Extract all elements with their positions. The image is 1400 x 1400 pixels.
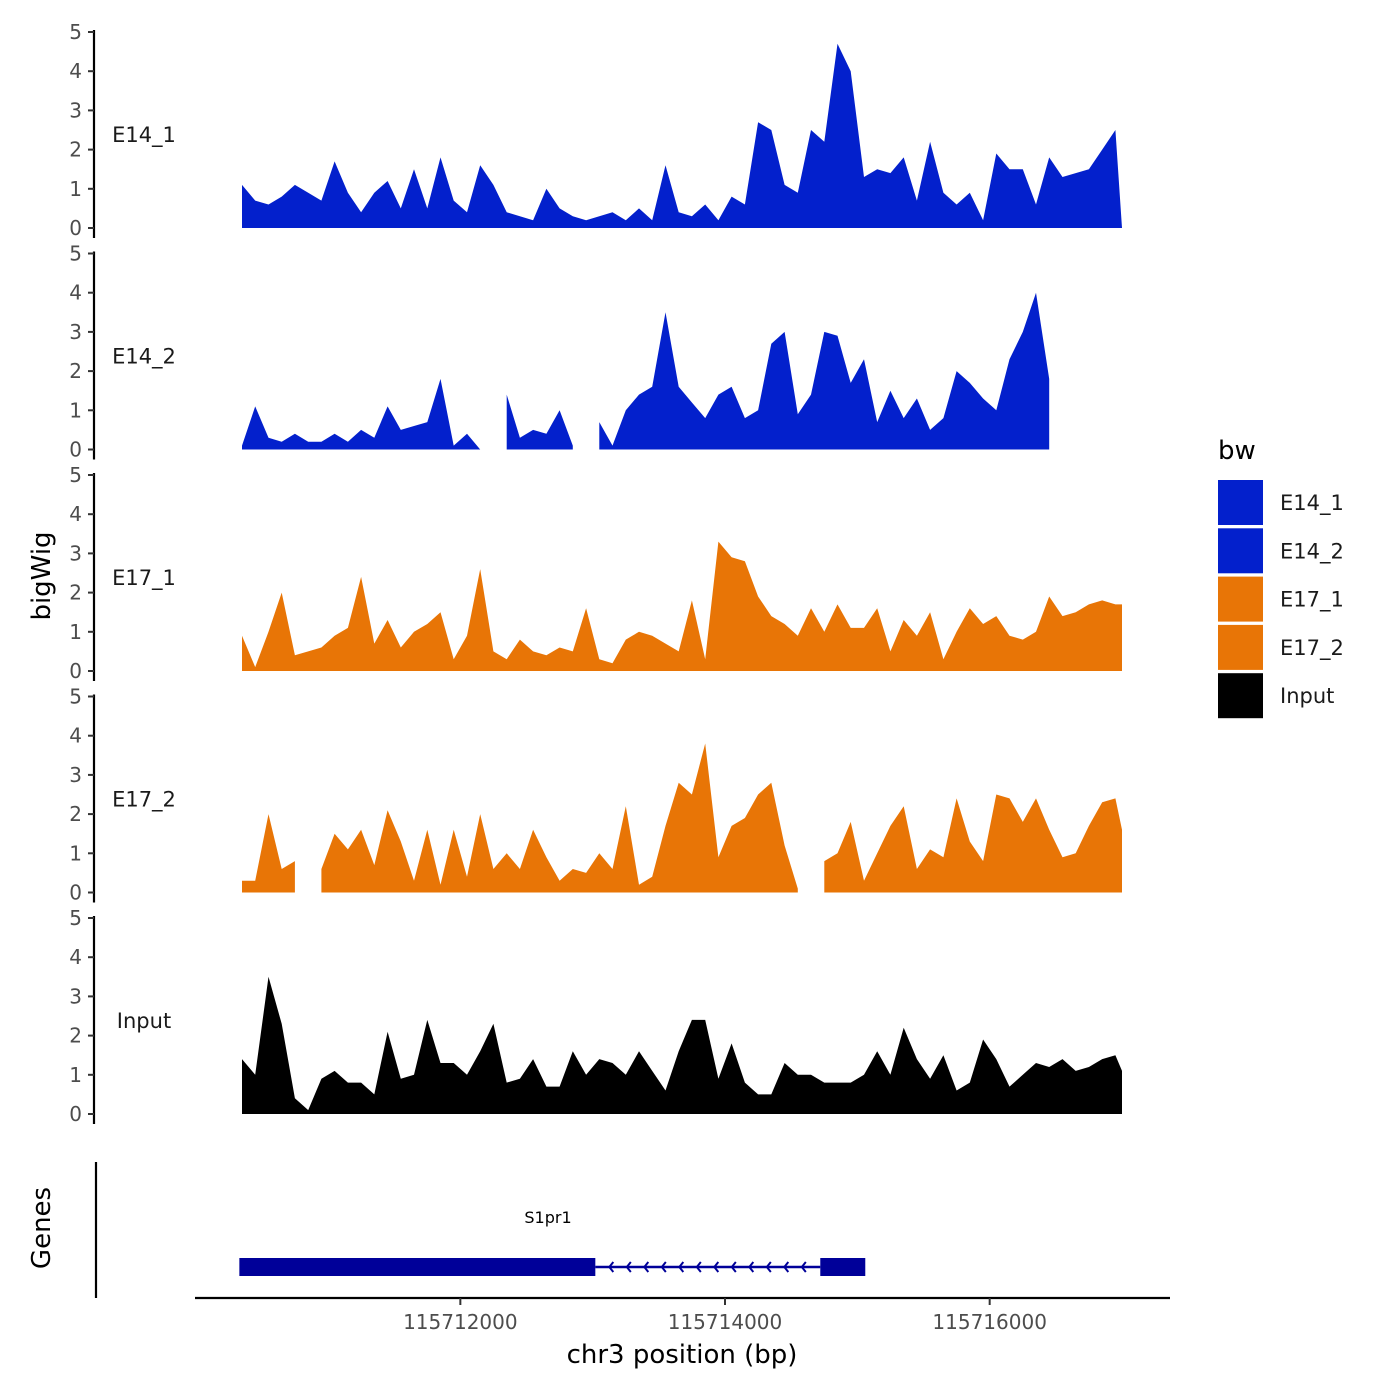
track-e14-1: 0 1 2 3 4 5 E14_1 xyxy=(69,20,1122,240)
x-axis: 115712000 115714000 115716000 xyxy=(195,1296,1170,1334)
y-axis-title: bigWig xyxy=(27,531,57,620)
legend-key-e14-2 xyxy=(1218,528,1263,574)
y-tick-label: 2 xyxy=(69,1024,82,1048)
y-tick-label: 0 xyxy=(69,1102,82,1126)
y-tick-label: 3 xyxy=(69,541,82,565)
gene-exon xyxy=(820,1258,866,1276)
coverage-area-e17-1 xyxy=(242,541,1122,671)
strand-arrow xyxy=(730,1261,737,1273)
track-e17-2: 0 1 2 3 4 5 E17_2 xyxy=(69,685,1122,905)
gene-exon xyxy=(239,1258,596,1276)
coverage-area-input xyxy=(242,976,1122,1114)
coverage-area-e14-2 xyxy=(242,378,481,450)
y-tick-label: 0 xyxy=(69,438,82,462)
strand-arrow xyxy=(783,1261,790,1273)
strand-arrow xyxy=(625,1261,632,1273)
y-tick-label: 4 xyxy=(69,945,82,969)
strand-arrow xyxy=(660,1261,667,1273)
track-label: E17_2 xyxy=(112,788,176,813)
strand-arrow xyxy=(643,1261,650,1273)
x-tick-label: 115712000 xyxy=(403,1310,518,1334)
legend-title: bw xyxy=(1218,436,1256,466)
legend-key-e14-1 xyxy=(1218,480,1263,525)
legend-label: E14_1 xyxy=(1280,491,1344,516)
strand-arrow xyxy=(608,1261,615,1273)
strand-arrow xyxy=(800,1261,807,1273)
y-tick-label: 2 xyxy=(69,581,82,605)
legend-label: E17_1 xyxy=(1280,588,1344,613)
y-tick-label: 2 xyxy=(69,802,82,826)
y-tick-label: 5 xyxy=(69,463,82,487)
track-input: 0 1 2 3 4 5 Input xyxy=(69,906,1122,1126)
y-tick-label: 1 xyxy=(69,841,82,865)
legend-key-e17-2 xyxy=(1218,624,1263,670)
x-tick-label: 115716000 xyxy=(932,1310,1047,1334)
y-tick-label: 4 xyxy=(69,59,82,83)
coverage-area-e14-1 xyxy=(242,43,1122,228)
track-label: Input xyxy=(117,1009,171,1033)
track-label: E14_2 xyxy=(112,345,176,370)
y-tick-label: 2 xyxy=(69,138,82,162)
y-tick-label: 0 xyxy=(69,659,82,683)
y-tick-label: 5 xyxy=(69,242,82,266)
y-tick-label: 4 xyxy=(69,502,82,526)
y-tick-label: 1 xyxy=(69,1063,82,1087)
y-tick-label: 4 xyxy=(69,724,82,748)
legend-key-input xyxy=(1218,673,1263,719)
y-tick-label: 0 xyxy=(69,216,82,240)
y-tick-label: 1 xyxy=(69,398,82,422)
strand-arrow xyxy=(713,1261,720,1273)
y-tick-label: 1 xyxy=(69,620,82,644)
coverage-area-e14-2 xyxy=(506,394,573,450)
legend-label: Input xyxy=(1280,684,1334,708)
y-tick-label: 3 xyxy=(69,320,82,344)
coverage-tracks: 0 1 2 3 4 5 E14_1 0 1 2 3 4 5 E14_2 0 1 2 3 4 5 E17_1 0 1 2 3 4 5 E… xyxy=(69,20,1122,1126)
track-label: E14_1 xyxy=(112,123,176,148)
strand-arrow xyxy=(678,1261,685,1273)
y-tick-label: 1 xyxy=(69,177,82,201)
gene-label: S1pr1 xyxy=(524,1208,571,1227)
x-tick-label: 115714000 xyxy=(668,1310,783,1334)
gene-track-title: Genes xyxy=(27,1187,57,1269)
y-tick-label: 0 xyxy=(69,881,82,905)
y-tick-label: 3 xyxy=(69,763,82,787)
gene-track: Genes S1pr1 xyxy=(27,1162,866,1298)
x-axis-title: chr3 position (bp) xyxy=(567,1340,798,1370)
track-e17-1: 0 1 2 3 4 5 E17_1 xyxy=(69,463,1122,683)
strand-arrow xyxy=(765,1261,772,1273)
y-tick-label: 3 xyxy=(69,98,82,122)
y-tick-label: 5 xyxy=(69,906,82,930)
strand-arrow xyxy=(748,1261,755,1273)
gene-s1pr1: S1pr1 xyxy=(239,1208,866,1276)
legend-label: E17_2 xyxy=(1280,636,1344,661)
coverage-area-e14-2 xyxy=(599,292,1050,450)
track-label: E17_1 xyxy=(112,566,176,591)
coverage-area-e17-2 xyxy=(824,794,1122,893)
y-tick-label: 5 xyxy=(69,20,82,44)
y-tick-label: 2 xyxy=(69,359,82,383)
y-tick-label: 5 xyxy=(69,685,82,709)
legend-label: E14_2 xyxy=(1280,539,1344,564)
y-tick-label: 4 xyxy=(69,281,82,305)
track-e14-2: 0 1 2 3 4 5 E14_2 xyxy=(69,242,1050,462)
legend: bw E14_1 E14_2 E17_1 E17_2 Input xyxy=(1218,436,1344,719)
strand-arrow xyxy=(695,1261,702,1273)
coverage-area-e17-2 xyxy=(321,743,798,893)
legend-key-e17-1 xyxy=(1218,576,1263,622)
y-tick-label: 3 xyxy=(69,984,82,1008)
coverage-area-e17-2 xyxy=(242,814,295,893)
